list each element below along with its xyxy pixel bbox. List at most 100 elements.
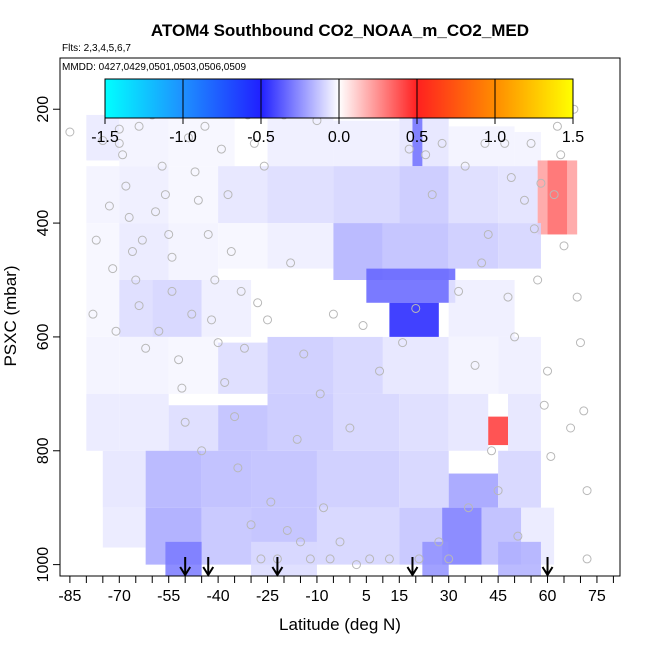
- sample-point: [292, 434, 302, 444]
- sample-point: [549, 190, 559, 200]
- sample-point: [286, 258, 296, 268]
- sample-point: [500, 138, 510, 148]
- heatmap-cell: [267, 336, 334, 394]
- heatmap-cell: [448, 280, 515, 337]
- sample-point: [141, 343, 151, 353]
- heatmap-cell: [389, 302, 439, 337]
- sample-point: [154, 326, 164, 336]
- heatmap-cell: [448, 166, 499, 224]
- sample-point: [460, 161, 470, 171]
- sample-point: [210, 275, 220, 285]
- heatmap-cell: [537, 160, 548, 235]
- sample-point: [305, 554, 315, 564]
- y-tick-label: 800: [35, 437, 52, 464]
- sample-points: [65, 104, 592, 570]
- sample-point: [434, 537, 444, 547]
- heatmap-cell: [251, 450, 317, 508]
- y-axis-label: PSXC (mbar): [1, 265, 20, 366]
- sample-point: [582, 554, 592, 564]
- sample-point: [160, 190, 170, 200]
- sample-point: [582, 486, 592, 496]
- x-tick-label: 45: [489, 588, 507, 605]
- heatmap-cell: [102, 450, 146, 508]
- x-tick-label: 60: [539, 588, 557, 605]
- sample-point: [328, 309, 338, 319]
- sample-point: [345, 423, 355, 433]
- colorbar-tick-label: -0.5: [247, 129, 275, 146]
- heatmap-cells: [86, 86, 578, 576]
- sample-point: [266, 497, 276, 507]
- sample-point: [411, 303, 421, 313]
- x-tick-label: 5: [362, 588, 371, 605]
- sample-point: [543, 366, 553, 376]
- sample-point: [197, 446, 207, 456]
- heatmap-cell: [201, 450, 252, 508]
- sample-point: [137, 235, 147, 245]
- sample-point: [239, 343, 249, 353]
- heatmap-cell: [168, 166, 219, 224]
- sample-point: [477, 258, 487, 268]
- sample-point: [111, 326, 121, 336]
- y-tick-label: 200: [35, 96, 52, 123]
- colorbar-tick-label: -1.0: [169, 129, 197, 146]
- sample-point: [167, 286, 177, 296]
- chart-title: ATOM4 Southbound CO2_NOAA_m_CO2_MED: [151, 21, 529, 40]
- sample-point: [566, 423, 576, 433]
- heatmap-cell: [152, 280, 202, 337]
- sample-point: [384, 554, 394, 564]
- sample-point: [121, 181, 131, 191]
- heatmap-cell: [86, 393, 120, 451]
- sample-point: [282, 525, 292, 535]
- colorbar-tick-label: 0.5: [406, 129, 428, 146]
- heatmap-cell: [382, 336, 449, 394]
- arrow-head: [271, 566, 284, 577]
- sample-point: [207, 315, 217, 325]
- y-axis: 200 400 600 800 1000: [35, 96, 60, 582]
- x-tick-label: -85: [58, 588, 81, 605]
- heatmap-cell: [412, 114, 423, 167]
- sample-point: [427, 190, 437, 200]
- sample-point: [526, 138, 536, 148]
- sample-point: [375, 366, 385, 376]
- sample-point: [98, 136, 108, 146]
- sample-point: [503, 292, 513, 302]
- colorbar: -1.5 -1.0 -0.5 0.0 0.5 1.0 1.5: [91, 78, 584, 146]
- heatmap-cell: [366, 268, 456, 303]
- sample-point: [233, 463, 243, 473]
- sample-point: [556, 150, 566, 160]
- sample-point: [487, 446, 497, 456]
- sample-point: [493, 486, 503, 496]
- sample-point: [480, 138, 490, 148]
- sample-point: [180, 417, 190, 427]
- heatmap-cell: [218, 342, 268, 394]
- sample-point: [131, 275, 141, 285]
- heatmap-cell: [316, 450, 400, 508]
- sample-point: [398, 338, 408, 348]
- heatmap-cell: [333, 166, 400, 224]
- sample-point: [319, 503, 329, 513]
- colorbar-tick-label: 1.0: [484, 129, 506, 146]
- x-tick-label: -55: [157, 588, 180, 605]
- sample-point: [230, 412, 240, 422]
- x-axis-label: Latitude (deg N): [279, 615, 401, 634]
- sample-point: [454, 286, 464, 296]
- sample-point: [365, 554, 375, 564]
- sample-point: [575, 338, 585, 348]
- sample-point: [414, 554, 424, 564]
- x-axis: -85 -70 -55 -40 -25 -10 5 15 30 45 60 75: [58, 576, 614, 605]
- plot-frame: [59, 57, 621, 577]
- sample-point: [546, 451, 556, 461]
- heatmap-cell: [567, 160, 578, 235]
- heatmap-cell: [201, 507, 252, 565]
- sample-point: [223, 190, 233, 200]
- sample-point: [404, 144, 414, 154]
- heatmap-cell: [267, 223, 334, 269]
- heatmap-cell: [102, 507, 146, 548]
- sample-point: [533, 275, 543, 285]
- sample-point: [183, 133, 193, 143]
- sample-point: [167, 252, 177, 262]
- sample-point: [124, 212, 134, 222]
- sample-point: [174, 355, 184, 365]
- sample-point: [335, 537, 345, 547]
- heatmap-cell: [86, 166, 120, 224]
